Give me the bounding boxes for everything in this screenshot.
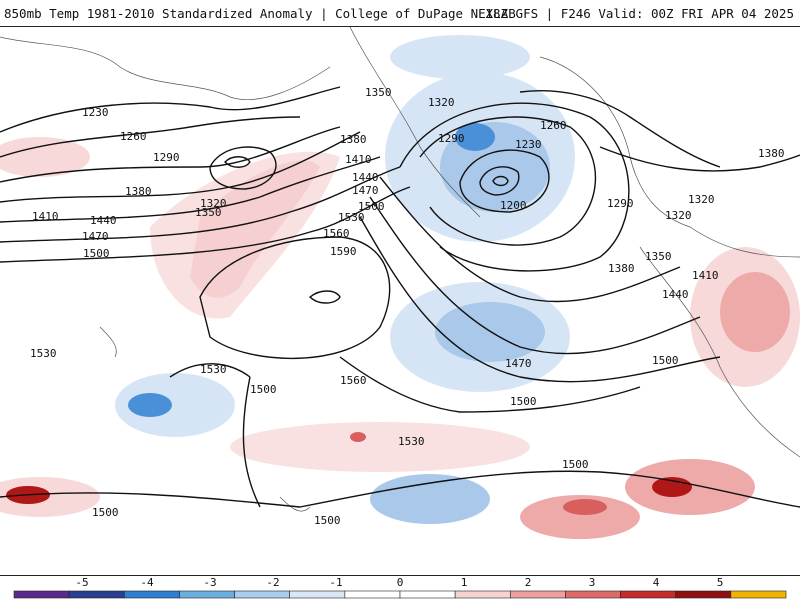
warm-anomaly-band-core [563,499,607,515]
contour-label: 1350 [645,250,672,263]
anomaly-shading [0,35,800,539]
contour-label: 1380 [758,147,785,160]
coastlines [0,27,800,512]
contour-label: 1440 [352,171,379,184]
contour-label: 1260 [540,119,567,132]
contour-label: 1560 [323,227,350,240]
cold-anomaly-mid [115,373,235,437]
header: 850mb Temp 1981-2010 Standardized Anomal… [0,0,800,26]
anomaly-map: 1230 1260 1290 1320 1350 1380 1410 1440 … [0,27,800,539]
contour-label: 1290 [153,151,180,164]
contour-label: 1530 [30,347,57,360]
colorbar-tick-label: 0 [397,576,404,589]
cold-anomaly-lowpac [370,474,490,524]
colorbar-bin [565,590,621,599]
warm-anomaly-west [0,137,90,177]
contour-label: 1410 [345,153,372,166]
colorbar-bin [179,590,235,599]
contour-label: 1500 [92,506,119,519]
contour-label: 1320 [200,197,227,210]
map-title: 850mb Temp 1981-2010 Standardized Anomal… [4,6,516,21]
contour-label: 1410 [692,269,719,282]
colorbar-labels: -5 -4 -3 -2 -1 0 1 2 3 4 5 [75,576,723,589]
contour-label: 1500 [83,247,110,260]
warm-anomaly-spot [350,432,366,442]
contour-label: 1500 [562,458,589,471]
colorbar-bin [289,590,346,599]
colorbar-bin [509,590,566,599]
contour-labels: 1230 1260 1290 1320 1350 1380 1410 1440 … [30,86,785,527]
colorbar-tick-label: -2 [266,576,279,589]
contour-label: 1440 [90,214,117,227]
colorbar-bin [454,590,511,599]
colorbar-bin [68,590,125,599]
warm-anomaly-band [520,495,640,539]
contour-label: 1230 [515,138,542,151]
contour-label: 1230 [82,106,109,119]
contour-label: 1470 [505,357,532,370]
contour-label: 1350 [195,206,222,219]
contour-label: 1380 [125,185,152,198]
warm-anomaly-ribbon-faint [150,151,340,319]
contour-label: 1530 [398,435,425,448]
contour-label: 1290 [607,197,634,210]
contour-label: 1410 [32,210,59,223]
colorbar-bin [730,590,787,599]
colorbar-bin [399,590,456,599]
colorbar-tick-label: 2 [525,576,532,589]
colorbar-tick-label: 4 [653,576,660,589]
contour-label: 1530 [200,363,227,376]
contour-label: 1500 [652,354,679,367]
contour-label: 1530 [338,211,365,224]
contour-label: 1320 [688,193,715,206]
colorbar-bin [675,590,732,599]
contour-label: 1560 [340,374,367,387]
height-contours [0,86,800,508]
colorbar-tick-label: 3 [589,576,596,589]
contour-label: 1500 [250,383,277,396]
colorbar-tick-label: -3 [203,576,216,589]
contour-label: 1350 [365,86,392,99]
colorbar-bin [123,590,180,599]
colorbar-bin [13,590,70,599]
contour-label: 1470 [82,230,109,243]
colorbar-bin [344,590,401,599]
cold-anomaly-inner [455,123,495,151]
colorbar-tick-label: 5 [717,576,724,589]
contour-label: 1260 [120,130,147,143]
warm-anomaly-coast-core [720,272,790,352]
colorbar-tick-label: -1 [329,576,342,589]
contour-label: 1590 [330,245,357,258]
contour-label: 1500 [358,200,385,213]
model-run-info: 18Z GFS | F246 Valid: 00Z FRI APR 04 202… [485,6,794,21]
colorbar: -5 -4 -3 -2 -1 0 1 2 3 4 5 [0,576,800,600]
contour-label: 1200 [500,199,527,212]
contour-label: 1320 [665,209,692,222]
cold-anomaly-mid-core [128,393,172,417]
colorbar-bin [234,590,291,599]
contour-label: 1500 [314,514,341,527]
contour-label: 1380 [340,133,367,146]
contour-label: 1470 [352,184,379,197]
contour-label: 1500 [510,395,537,408]
contour-label: 1380 [608,262,635,275]
map-panel: 1230 1260 1290 1320 1350 1380 1410 1440 … [0,26,800,576]
colorbar-tick-label: -4 [140,576,154,589]
colorbar-bins [13,590,787,599]
colorbar-tick-label: 1 [461,576,468,589]
colorbar-bin [620,590,677,599]
contour-label: 1320 [428,96,455,109]
warm-anomaly-mid [230,422,530,472]
cold-anomaly-top [390,35,530,79]
colorbar-tick-label: -5 [75,576,88,589]
contour-label: 1440 [662,288,689,301]
contour-label: 1290 [438,132,465,145]
